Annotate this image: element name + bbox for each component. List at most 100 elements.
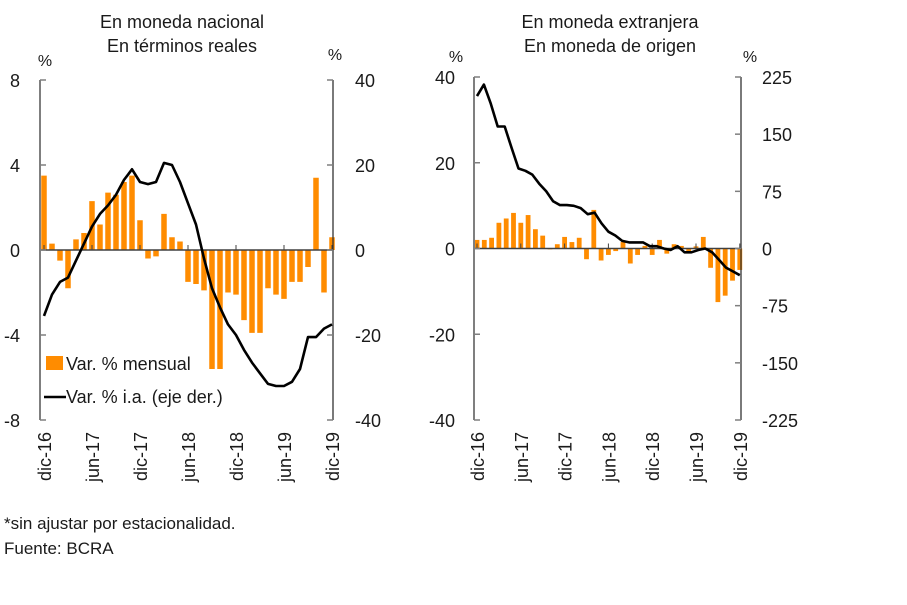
bar (73, 239, 79, 250)
chart-title-line: En moneda extranjera (521, 12, 699, 32)
bar (554, 244, 560, 249)
right-axis-unit: % (328, 47, 342, 64)
bar (649, 248, 655, 255)
bar (722, 248, 728, 296)
right-tick-label: 40 (355, 71, 375, 91)
bar (591, 209, 597, 249)
bar (305, 250, 311, 267)
bar (313, 177, 319, 250)
bar (249, 250, 255, 333)
bar (627, 248, 633, 264)
bar (540, 235, 546, 249)
left-tick-label: -20 (429, 325, 455, 345)
bar (41, 175, 47, 250)
x-tick-label: jun-18 (599, 432, 619, 483)
x-tick-label: jun-18 (179, 432, 199, 483)
bar (265, 250, 271, 289)
right-tick-label: 225 (762, 68, 792, 88)
line-series (42, 161, 333, 388)
footnote-seasonality: *sin ajustar por estacionalidad. (4, 514, 236, 533)
bar (169, 237, 175, 250)
left-tick-label: 4 (10, 156, 20, 176)
bar (113, 194, 119, 250)
bar (161, 213, 167, 250)
bar (145, 250, 151, 259)
bar (273, 250, 279, 295)
chart-title-line: En moneda nacional (100, 12, 264, 32)
bar (481, 239, 487, 249)
bar (329, 237, 335, 250)
bar (511, 212, 516, 249)
bar (642, 245, 648, 249)
footnote-source: Fuente: BCRA (4, 539, 114, 558)
bar (281, 250, 287, 299)
bar (241, 250, 247, 321)
bar (201, 250, 207, 291)
bar (584, 248, 589, 260)
x-tick-label: jun-17 (512, 432, 532, 483)
chart-moneda-nacional: En moneda nacional En términos reales% % 8 4… (4, 12, 381, 483)
right-tick-label: 0 (355, 241, 365, 261)
bar (233, 250, 239, 295)
bar (137, 220, 143, 250)
bar (129, 175, 135, 250)
bar (664, 248, 670, 254)
right-tick-label: -20 (355, 326, 381, 346)
bar (715, 248, 721, 303)
bar (257, 250, 263, 333)
bar (679, 245, 684, 249)
bar (635, 248, 640, 255)
x-tick-label: jun-17 (83, 432, 103, 483)
bar (657, 239, 662, 249)
bar (57, 250, 63, 261)
x-tick-label: dic-17 (131, 432, 151, 481)
right-tick-label: 0 (762, 240, 772, 260)
right-tick-label: -40 (355, 411, 381, 431)
bar (65, 250, 71, 289)
bar (606, 248, 611, 255)
right-tick-label: 150 (762, 125, 792, 145)
x-tick-label: jun-19 (275, 432, 295, 483)
bar (525, 215, 531, 249)
right-tick-label: -75 (762, 297, 788, 317)
bar (686, 248, 692, 253)
bar (121, 182, 127, 250)
bar (598, 248, 604, 261)
left-tick-label: 40 (435, 68, 455, 88)
bar (730, 248, 735, 281)
bar (185, 250, 191, 282)
x-tick-label: dic-19 (323, 432, 343, 481)
bar (737, 248, 743, 270)
bar (321, 250, 327, 293)
right-tick-label: -225 (762, 411, 798, 431)
bar (97, 224, 103, 250)
left-axis-unit: % (38, 53, 52, 70)
bar (225, 250, 231, 293)
bar (620, 242, 626, 249)
x-tick-label: dic-16 (468, 432, 488, 481)
legend-bar-swatch (46, 356, 63, 370)
line-series (475, 83, 741, 277)
bar (671, 244, 677, 249)
left-tick-label: 20 (435, 154, 455, 174)
chart-moneda-extranjera: En moneda extranjera En moneda de origen%… (429, 12, 798, 483)
left-tick-label: 8 (10, 71, 20, 91)
right-tick-label: 75 (762, 182, 782, 202)
x-tick-label: dic-16 (35, 432, 55, 481)
left-tick-label: -40 (429, 411, 455, 431)
left-tick-label: 0 (10, 241, 20, 261)
bar (518, 222, 524, 249)
x-tick-label: jun-19 (687, 432, 707, 483)
bar (576, 237, 582, 249)
bar (105, 192, 111, 250)
bar (503, 218, 509, 249)
right-axis-unit: % (743, 49, 757, 66)
chart-title-line: En términos reales (107, 36, 257, 56)
legend-line-label: Var. % i.a. (eje der.) (66, 387, 223, 407)
x-tick-label: dic-19 (731, 432, 751, 481)
right-tick-label: -150 (762, 354, 798, 374)
left-axis-unit: % (449, 49, 463, 66)
bar (562, 236, 567, 249)
left-tick-label: 0 (445, 240, 455, 260)
